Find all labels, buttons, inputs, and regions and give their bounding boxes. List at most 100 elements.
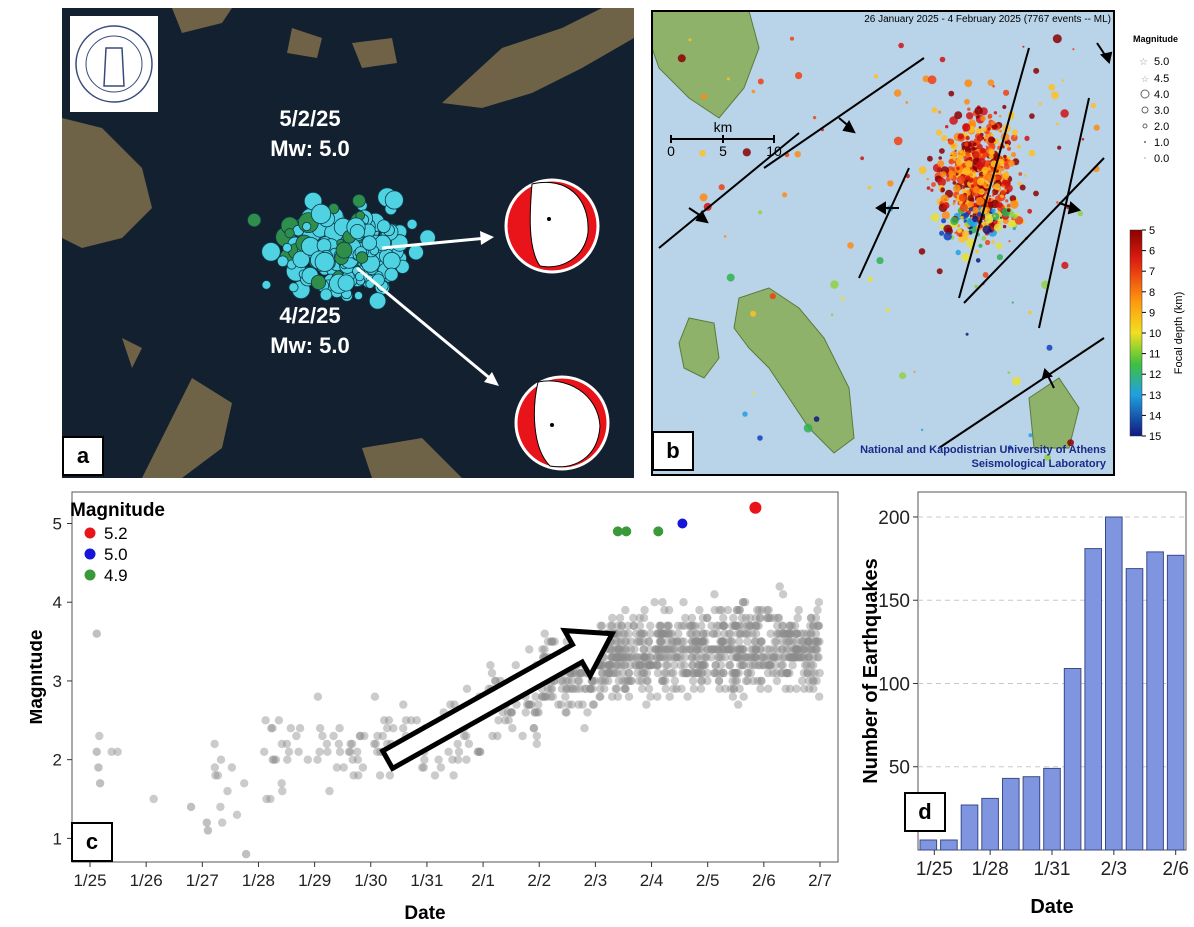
earthquake-point — [698, 637, 707, 646]
legend-marker — [84, 527, 96, 539]
panel-b-map-canvas: km 0 5 10 26 January 2025 - 4 February 2… — [651, 10, 1185, 476]
earthquake-point — [216, 802, 225, 812]
earthquake-point — [643, 676, 652, 686]
x-tick-label: 2/3 — [584, 871, 608, 890]
earthquake-point — [618, 676, 627, 686]
earthquake-point — [462, 755, 471, 764]
epicenter-dot — [1005, 143, 1009, 148]
y-tick-label: 150 — [878, 591, 910, 612]
earthquake-point — [758, 605, 767, 615]
earthquake-point — [678, 668, 687, 678]
earthquake-point — [743, 621, 752, 630]
earthquake-point — [635, 621, 645, 630]
earthquake-point — [815, 668, 824, 678]
earthquake-point — [585, 684, 595, 693]
earthquake-point — [546, 692, 555, 701]
earthquake-point — [633, 637, 642, 646]
earthquake-point — [793, 613, 802, 623]
epicenter-dot — [314, 251, 335, 272]
earthquake-point — [794, 653, 803, 662]
earthquake-point — [385, 771, 395, 780]
earthquake-point — [659, 629, 668, 638]
earthquake-point — [687, 637, 697, 646]
earthquake-point — [794, 653, 803, 662]
earthquake-point — [804, 637, 813, 646]
epicenter-dot — [958, 194, 967, 202]
earthquake-point — [695, 637, 705, 646]
epicenter-dot — [1060, 109, 1069, 118]
earthquake-point — [550, 637, 559, 646]
earthquake-point — [715, 621, 724, 630]
earthquake-point — [348, 755, 357, 764]
earthquake-point — [736, 629, 745, 638]
earthquake-point — [561, 708, 570, 717]
earthquake-point — [728, 668, 737, 678]
earthquake-point — [695, 661, 704, 670]
earthquake-point — [640, 605, 649, 615]
earthquake-point — [813, 653, 822, 662]
earthquake-point — [779, 629, 788, 638]
earthquake-point — [623, 621, 633, 630]
earthquake-point — [741, 676, 751, 686]
earthquake-point — [210, 763, 219, 772]
earthquake-point — [770, 613, 779, 623]
earthquake-point — [521, 708, 530, 717]
earthquake-point — [626, 676, 635, 686]
earthquake-point — [804, 637, 813, 646]
colorbar-tick-label: 5 — [1149, 225, 1155, 237]
earthquake-point — [693, 645, 702, 654]
earthquake-point — [811, 645, 820, 654]
earthquake-point — [261, 716, 270, 725]
earthquake-point — [711, 661, 720, 670]
earthquake-point — [774, 613, 784, 623]
earthquake-point — [655, 621, 664, 630]
earthquake-point — [339, 763, 348, 772]
earthquake-point — [294, 747, 303, 756]
earthquake-point — [703, 613, 712, 623]
earthquake-point — [596, 692, 605, 701]
earthquake-point — [735, 621, 744, 630]
earthquake-point — [789, 645, 798, 654]
earthquake-point — [574, 668, 584, 678]
earthquake-point — [647, 661, 656, 670]
epicenter-dot — [977, 211, 982, 217]
epicenter-dot — [972, 151, 980, 159]
epicenter-dot — [943, 224, 953, 234]
earthquake-point — [266, 794, 275, 804]
earthquake-point — [676, 645, 685, 654]
earthquake-point — [554, 700, 563, 709]
earthquake-point — [788, 637, 798, 646]
earthquake-point — [534, 708, 543, 717]
epicenter-dot — [319, 288, 333, 301]
epicenter-dot — [794, 151, 801, 158]
earthquake-point — [789, 653, 798, 662]
earthquake-point — [805, 653, 814, 662]
earthquake-point — [653, 661, 662, 670]
earthquake-point — [691, 637, 700, 646]
earthquake-point — [779, 629, 789, 638]
earthquake-point — [785, 629, 795, 638]
earthquake-point — [335, 724, 344, 733]
epicenter-dot — [1029, 113, 1035, 119]
earthquake-point — [750, 637, 759, 646]
earthquake-point — [728, 637, 737, 646]
earthquake-point — [615, 645, 624, 654]
earthquake-point — [727, 645, 737, 654]
earthquake-point — [508, 724, 517, 733]
earthquake-point — [803, 645, 813, 654]
earthquake-point — [756, 645, 765, 654]
epicenter-dot — [950, 152, 954, 156]
earthquake-point — [735, 605, 745, 615]
earthquake-point — [538, 645, 547, 654]
earthquake-point — [730, 668, 740, 678]
earthquake-point — [491, 676, 500, 686]
earthquake-point — [734, 668, 743, 678]
earthquake-point — [714, 645, 723, 654]
earthquake-point — [762, 645, 772, 654]
epicenter-dot — [1022, 45, 1025, 48]
earthquake-point — [605, 661, 614, 670]
earthquake-point — [788, 661, 797, 670]
earthquake-point — [444, 747, 453, 756]
epicenter-dot — [1072, 48, 1075, 51]
epicenter-dot — [996, 202, 1003, 208]
